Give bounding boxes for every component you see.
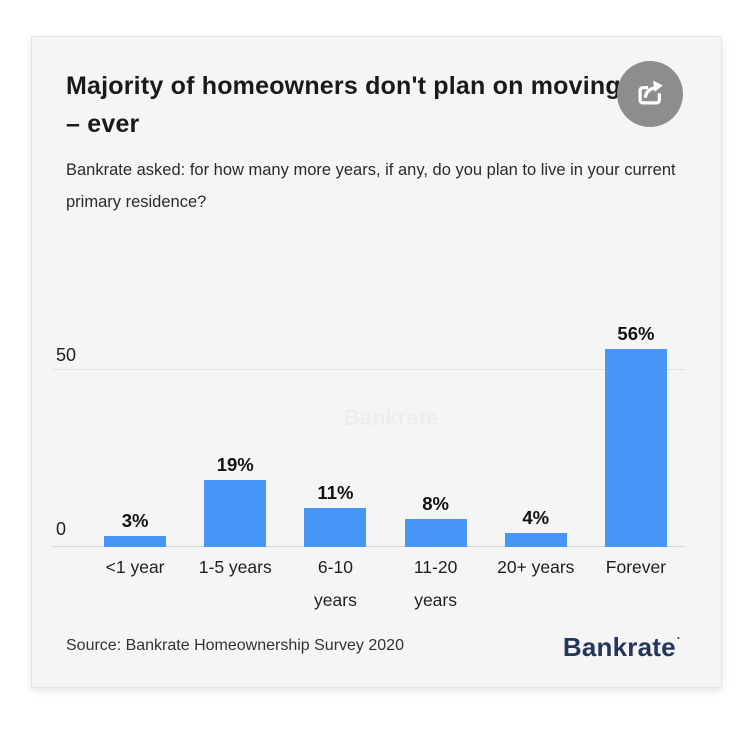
chart-title: Majority of homeowners don't plan on mov… (66, 72, 621, 138)
share-button[interactable] (617, 61, 683, 127)
infographic-card: Majority of homeowners don't plan on mov… (31, 36, 722, 688)
bar (104, 536, 167, 547)
bankrate-logo: Bankrate· (563, 631, 681, 663)
bar-data-label: 56% (617, 323, 655, 344)
bar-column-20+ years: 4% (486, 507, 586, 547)
y-tick-50: 50 (56, 345, 77, 365)
trademark-dot: · (676, 631, 681, 645)
bar-column-6-10 years: 11% (285, 482, 385, 547)
bar-chart-plot-area: 50 0 3% 19% 11% 8% 4% 56% (32, 323, 721, 547)
bar (504, 533, 567, 547)
bar (304, 508, 367, 547)
bars-row: 3% 19% 11% 8% 4% 56% (85, 323, 686, 547)
bar-data-label: 4% (522, 507, 550, 528)
x-axis-label: 11-20 years (413, 557, 458, 610)
bar-data-label: 19% (216, 454, 254, 475)
x-axis-label: 20+ years (497, 557, 575, 577)
x-axis-label: <1 year (105, 557, 165, 577)
bankrate-logo-text: Bankrate (562, 632, 676, 662)
bar-column-Forever: 56% (586, 323, 686, 547)
bar-column-11-20 years: 8% (386, 493, 486, 547)
x-axis-labels: <1 year 1-5 years 6-10 years 11-20 years 20+ y… (85, 551, 686, 617)
bar-column-1-5 years: 19% (185, 454, 285, 547)
bar-column-<1 year: 3% (85, 510, 185, 547)
gridline-50 (52, 369, 685, 370)
chart-subtitle: Bankrate asked: for how many more years,… (66, 161, 676, 211)
x-axis-line (52, 546, 685, 547)
bar-data-label: 11% (317, 482, 354, 503)
bar (604, 349, 667, 547)
x-axis-label: 1-5 years (198, 557, 272, 577)
bar (204, 480, 267, 547)
source-attribution: Source: Bankrate Homeownership Survey 20… (66, 637, 404, 654)
bar-data-label: 8% (422, 493, 449, 514)
x-axis-label: 6-10 years (314, 557, 357, 610)
share-icon (633, 77, 667, 111)
bar-data-label: 3% (121, 510, 149, 531)
y-tick-0: 0 (56, 519, 67, 539)
x-axis-label: Forever (605, 557, 667, 577)
bar (404, 519, 467, 547)
